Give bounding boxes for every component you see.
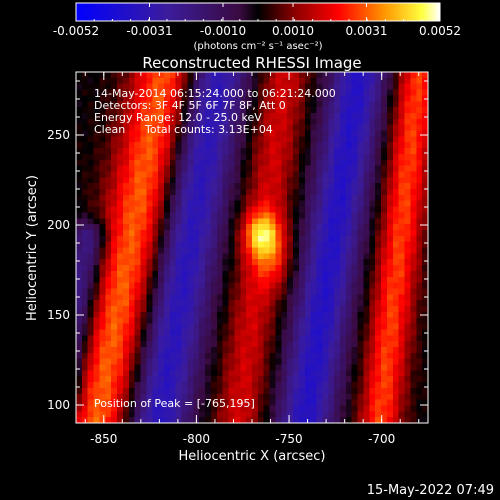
colorbar-tick-label: 0.0010 <box>272 24 314 38</box>
colorbar-tick-label: -0.0052 <box>53 24 99 38</box>
colorbar-tick-label: -0.0010 <box>200 24 246 38</box>
y-tick-label: 150 <box>47 308 70 322</box>
annotation-energy: Energy Range: 12.0 - 25.0 keV <box>94 111 262 124</box>
y-tick-label: 100 <box>47 398 70 412</box>
heatmap-image <box>76 72 428 423</box>
annotation-peak-position: Position of Peak = [-765,195] <box>94 397 255 410</box>
annotation-time-range: 14-May-2014 06:15:24.000 to 06:21:24.000 <box>94 87 336 100</box>
colorbar-tick-label: 0.0052 <box>419 24 461 38</box>
x-tick-label: -850 <box>90 432 117 446</box>
x-tick-label: -750 <box>275 432 302 446</box>
footer-timestamp: 15-May-2022 07:49 <box>367 483 494 498</box>
y-tick-label: 200 <box>47 218 70 232</box>
colorbar <box>75 2 441 22</box>
annotation-counts: Total counts: 3.13E+04 <box>144 123 273 136</box>
annotation-detectors: Detectors: 3F 4F 5F 6F 7F 8F, Att 0 <box>94 99 286 112</box>
annotation-method: Clean <box>94 123 125 136</box>
y-tick-label: 250 <box>47 128 70 142</box>
y-axis-label: Heliocentric Y (arcsec) <box>25 175 40 321</box>
chart-title: Reconstructed RHESSI Image <box>142 54 361 72</box>
colorbar-ticks: -0.0052 -0.0031 -0.0010 0.0010 0.0031 0.0052 <box>53 3 461 38</box>
y-axis: 100 150 200 250 <box>47 80 428 412</box>
x-tick-label: -700 <box>368 432 395 446</box>
x-axis-label: Heliocentric X (arcsec) <box>179 449 326 464</box>
colorbar-units: (photons cm⁻² s⁻¹ asec⁻²) <box>193 41 322 52</box>
colorbar-tick-label: 0.0031 <box>346 24 388 38</box>
x-axis: -850 -800 -750 -700 <box>84 72 420 446</box>
x-tick-label: -800 <box>183 432 210 446</box>
colorbar-tick-label: -0.0031 <box>126 24 172 38</box>
